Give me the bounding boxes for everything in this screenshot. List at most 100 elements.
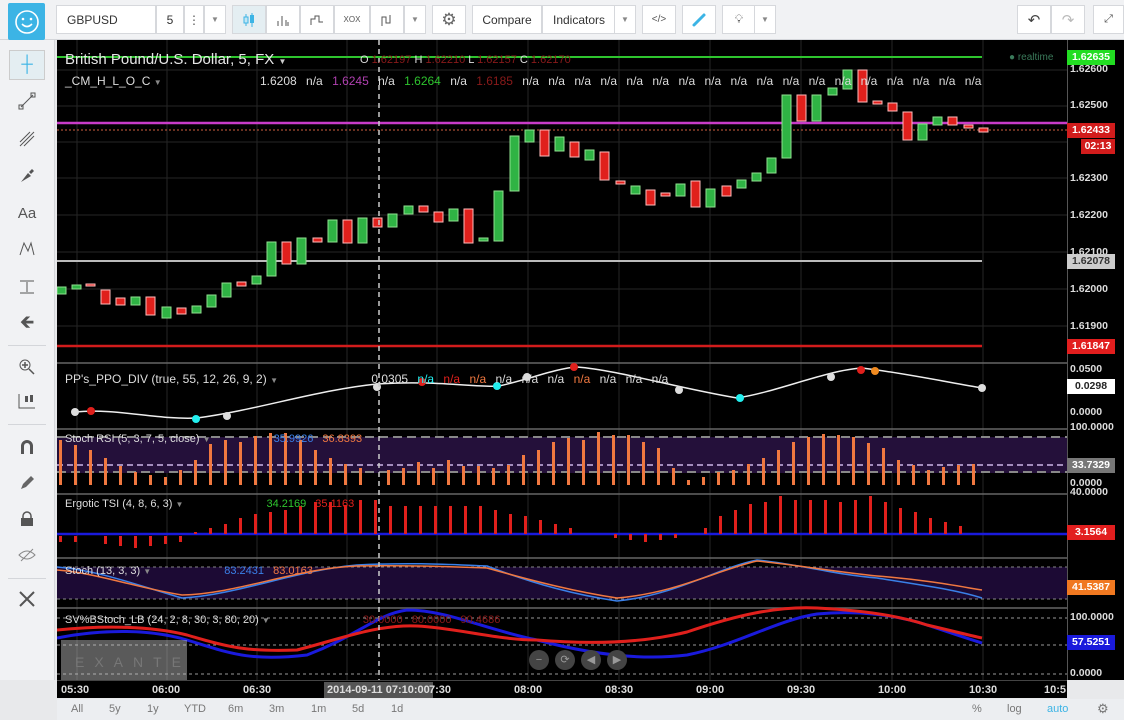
stoch-rsi-value-tag: 33.7329 [1067,458,1115,473]
point-figure-chart-type-button[interactable]: XOX [334,5,370,34]
measure-tool[interactable] [9,272,45,302]
scroll-right-button[interactable]: ▶ [607,650,627,670]
chart-type-dropdown[interactable]: ▼ [404,5,426,34]
crosshair-tool[interactable]: ┼ [9,50,45,80]
compare-button[interactable]: Compare [472,5,542,34]
chevron-down-icon: ▼ [761,15,769,24]
percent-scale-toggle[interactable]: % [972,703,982,715]
text-tool[interactable]: Aa [9,198,45,228]
trend-line-icon [18,92,36,110]
brush-icon [692,13,706,26]
range-ytd[interactable]: YTD [184,703,206,715]
chart-canvas[interactable]: British Pound/U.S. Dollar, 5, FX ▼ O 1.6… [57,40,1124,680]
candles-chart-type-button[interactable] [232,5,266,34]
lock-icon [21,511,33,526]
bars-icon [277,15,289,26]
range-1m[interactable]: 1m [311,703,327,715]
line-break-chart-type-button[interactable] [300,5,334,34]
line-break-icon [310,15,323,25]
ruler-icon [20,280,34,294]
lock-toggle[interactable] [9,504,45,534]
range-5y[interactable]: 5y [109,703,121,715]
chevron-down-icon: ▼ [175,500,184,509]
ppo-value-tag: 0.0298 [1067,379,1115,394]
chevron-down-icon: ▼ [278,57,287,66]
remove-drawings-tool[interactable] [9,584,45,614]
brush-tool[interactable] [9,160,45,190]
gear-icon: ⚙ [441,9,457,29]
chevron-down-icon: ▼ [211,15,219,24]
smiley-logo-icon[interactable] [8,3,45,40]
auto-scale-toggle[interactable]: auto [1047,703,1069,715]
magnet-toggle[interactable] [9,432,45,462]
arrow-left-icon: 🡸 [19,312,35,332]
trend-line-tool[interactable] [9,86,45,116]
ohlc-values: O 1.62197 H 1.62210 L 1.62157 C 1.62170 [360,54,571,66]
magnet-icon [21,440,33,454]
range-1y[interactable]: 1y [147,703,159,715]
chevron-down-icon: ▼ [261,616,270,625]
ideas-button[interactable]: 💡︎ [722,5,756,34]
back-arrow-tool[interactable]: 🡸 [9,310,45,340]
pitchfork-icon [19,131,35,147]
chevron-down-icon: ▼ [143,567,152,576]
crosshair-icon: ┼ [21,56,33,73]
range-all[interactable]: All [71,703,84,715]
sv-bstoch-value-tag: 57.5251 [1067,635,1115,650]
tools-cross-icon [19,591,35,607]
pitchfork-tool[interactable] [9,124,45,154]
cm-indicator-legend[interactable]: _CM_H_L_O_C ▼ 1.6208 n/a 1.6245 n/a 1.62… [65,74,982,88]
hide-drawings-toggle[interactable] [9,540,45,570]
redo-button[interactable]: ↷ [1051,5,1085,34]
pine-editor-button[interactable]: </> [642,5,676,34]
undo-icon: ↶ [1027,11,1041,29]
candles-icon [243,12,254,27]
time-axis[interactable]: 05:30 06:00 06:30 2014-09-11 07:10:00 7:… [57,680,1124,720]
range-5d[interactable]: 5d [352,703,365,715]
chevron-down-icon: ▼ [270,376,278,385]
bars-chart-type-button[interactable] [266,5,300,34]
lightbulb-icon: 💡︎ [734,12,744,26]
drawing-color-button[interactable] [682,5,716,34]
chart-nav-controls: − ⟳ ◀ ▶ [529,650,627,670]
indicators-dropdown[interactable]: ▼ [614,5,636,34]
stay-in-drawing-toggle[interactable] [9,468,45,498]
ideas-dropdown[interactable]: ▼ [754,5,776,34]
ergotic-tsi-legend[interactable]: Ergotic TSI (4, 8, 6, 3) ▼ 34.2169 35.11… [65,498,355,510]
undo-button[interactable]: ↶ [1017,5,1051,34]
gear-icon[interactable]: ⚙ [1097,701,1109,716]
range-1d[interactable]: 1d [391,703,404,715]
scroll-left-button[interactable]: ◀ [581,650,601,670]
settings-button[interactable]: ⚙ [432,5,466,34]
range-6m[interactable]: 6m [228,703,244,715]
mid-line-price-tag: 1.62078 [1067,254,1115,269]
interval-input[interactable]: 5 [156,5,184,34]
stoch-legend[interactable]: Stoch (13, 3, 3) ▼ 83.2431 83.0163 [65,565,313,577]
log-scale-toggle[interactable]: log [1007,703,1022,715]
symbol-title[interactable]: British Pound/U.S. Dollar, 5, FX ▼ [65,51,287,68]
kagi-chart-type-button[interactable] [370,5,404,34]
last-price-tag: 1.62433 [1067,123,1115,138]
pattern-tool[interactable] [9,234,45,264]
high-line-price-tag: 1.62635 [1067,50,1115,65]
top-toolbar: GBPUSD 5 ⋮ ▼ XOX ▼ ⚙ Compare Indicators … [0,0,1124,40]
interval-menu-icon[interactable]: ⋮ [184,5,204,34]
stoch-rsi-legend[interactable]: Stoch RSI (5, 3, 7, 5, close) ▼ 35.9926 … [65,433,363,445]
drawing-tools-sidebar: ┼ Aa 🡸 [0,40,55,680]
reset-button[interactable]: ⟳ [555,650,575,670]
interval-dropdown[interactable]: ▼ [204,5,226,34]
zoom-in-tool[interactable] [9,352,45,382]
fullscreen-button[interactable]: ⤢ [1093,5,1124,34]
pencil-icon [21,476,34,489]
zoom-out-button[interactable]: − [529,650,549,670]
ppo-div-legend[interactable]: PP's_PPO_DIV (true, 55, 12, 26, 9, 2) ▼ … [65,372,669,386]
symbol-input[interactable]: GBPUSD [56,5,156,34]
indicators-button[interactable]: Indicators [542,5,616,34]
sv-bstoch-legend[interactable]: SV%BStoch_LB (24, 2, 8, 30, 3, 80, 20) ▼… [65,614,501,626]
divider [8,345,46,346]
measure-price-tool[interactable] [9,386,45,416]
eye-hidden-icon [18,548,36,562]
range-3m[interactable]: 3m [269,703,285,715]
divider [8,424,46,425]
redo-icon: ↷ [1061,11,1075,29]
